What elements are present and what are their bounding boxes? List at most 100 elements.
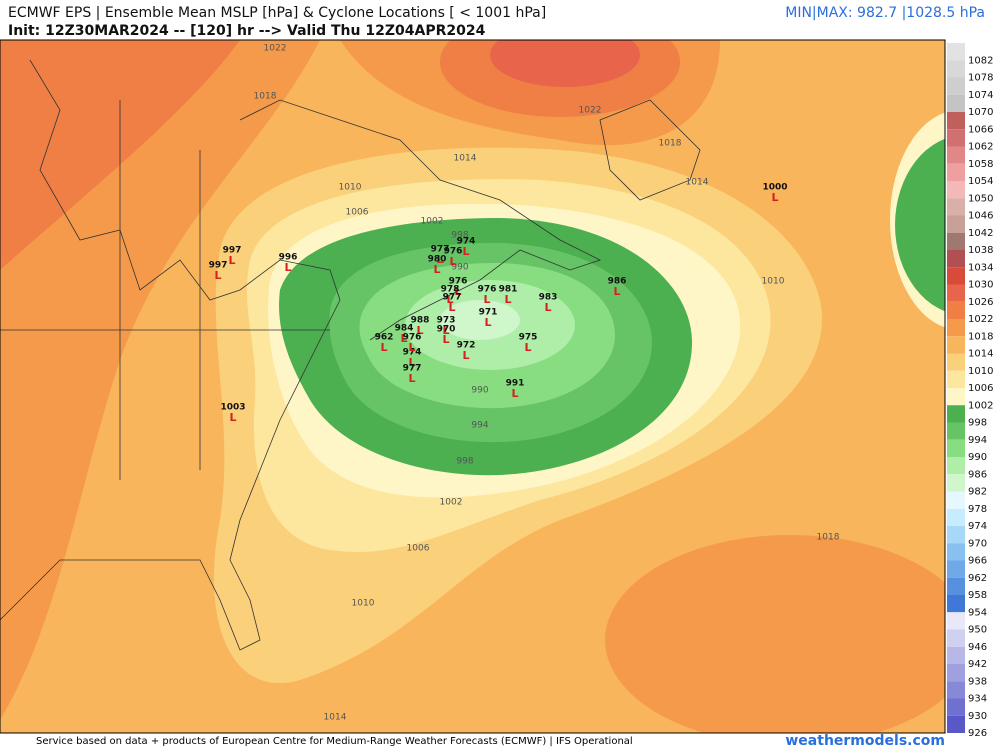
field-1018 xyxy=(0,40,320,720)
cyclone-marker: L xyxy=(408,356,415,369)
colorbar-label: 1002 xyxy=(968,400,993,411)
colorbar-label: 1006 xyxy=(968,383,993,394)
colorbar-label: 1038 xyxy=(968,245,993,256)
colorbar-label: 990 xyxy=(968,452,987,463)
cyclone-marker: L xyxy=(416,324,423,337)
colorbar-swatch xyxy=(947,491,965,509)
colorbar-label: 930 xyxy=(968,711,987,722)
colorbar-label: 954 xyxy=(968,607,987,618)
cyclone-value: 975 xyxy=(519,333,538,343)
contour-label: 1022 xyxy=(264,44,287,54)
field-1018 xyxy=(605,535,945,733)
cyclone-value: 976 xyxy=(403,333,422,343)
cyclone-value: 1003 xyxy=(220,403,245,413)
cyclone-marker: L xyxy=(284,261,291,274)
colorbar-label: 1058 xyxy=(968,159,993,170)
contour-label: 1006 xyxy=(346,208,369,218)
colorbar-swatch xyxy=(947,698,965,716)
colorbar-label: 1030 xyxy=(968,280,993,291)
cyclone-value: 974 xyxy=(457,237,476,247)
cyclone-value: 974 xyxy=(403,348,422,358)
cyclone-marker: L xyxy=(771,191,778,204)
contour-label: 1010 xyxy=(352,599,375,609)
contour-label: 1010 xyxy=(339,183,362,193)
colorbar-swatch xyxy=(947,198,965,216)
colorbar-swatch xyxy=(947,353,965,371)
contour-label: 1002 xyxy=(421,217,444,227)
colorbar-label: 1018 xyxy=(968,331,993,342)
cyclone-marker: L xyxy=(544,301,551,314)
cyclone-marker: L xyxy=(483,293,490,306)
cyclone-value: 976 xyxy=(449,277,468,287)
colorbar-label: 1046 xyxy=(968,211,993,222)
cyclone-value: 977 xyxy=(403,364,422,374)
cyclone-value: 997 xyxy=(223,246,242,256)
cyclone-marker: L xyxy=(462,245,469,258)
cyclone-value: 962 xyxy=(375,333,394,343)
cyclone-marker: L xyxy=(454,285,461,298)
cyclone-value: 972 xyxy=(457,341,476,351)
colorbar-swatch xyxy=(947,284,965,302)
cyclone-marker: L xyxy=(484,316,491,329)
colorbar-swatch xyxy=(947,232,965,250)
colorbar-label: 926 xyxy=(968,728,987,739)
cyclone-value: 986 xyxy=(608,277,627,287)
colorbar-swatch xyxy=(947,250,965,268)
colorbar-label: 938 xyxy=(968,676,987,687)
colorbar-label: 998 xyxy=(968,418,987,429)
cyclone-value: 970 xyxy=(437,325,456,335)
cyclone-marker: L xyxy=(511,387,518,400)
cyclone-value: 976 xyxy=(444,247,463,257)
field-1026 xyxy=(490,40,640,87)
contour-label: 990 xyxy=(471,386,488,396)
contour-label: 998 xyxy=(456,457,473,467)
cyclone-value: 980 xyxy=(428,255,447,265)
colorbar-swatch xyxy=(947,94,965,112)
cyclone-marker: L xyxy=(449,255,456,268)
colorbar-swatch xyxy=(947,612,965,630)
cyclone-marker: L xyxy=(442,333,449,346)
cyclone-marker: L xyxy=(613,285,620,298)
cyclone-marker: L xyxy=(504,293,511,306)
title: ECMWF EPS | Ensemble Mean MSLP [hPa] & C… xyxy=(8,5,546,21)
colorbar-label: 934 xyxy=(968,694,987,705)
colorbar-label: 1010 xyxy=(968,366,993,377)
colorbar-swatch xyxy=(947,715,965,733)
colorbar-swatch xyxy=(947,646,965,664)
colorbar-label: 958 xyxy=(968,590,987,601)
colorbar-label: 966 xyxy=(968,556,987,567)
colorbar-swatch xyxy=(947,129,965,147)
cyclone-value: 977 xyxy=(443,293,462,303)
colorbar-label: 1034 xyxy=(968,262,993,273)
colorbar-swatch xyxy=(947,43,965,61)
cyclone-marker: L xyxy=(436,253,443,266)
colorbar-swatch xyxy=(947,215,965,233)
contour-label: 998 xyxy=(451,231,468,241)
cyclone-marker: L xyxy=(442,324,449,337)
contour-label: 994 xyxy=(471,421,488,431)
cyclone-value: 984 xyxy=(395,324,414,334)
colorbar-swatch xyxy=(947,77,965,95)
colorbar-label: 946 xyxy=(968,642,987,653)
colorbar-label: 950 xyxy=(968,625,987,636)
colorbar-swatch xyxy=(947,267,965,285)
colorbar-swatch xyxy=(947,370,965,388)
colorbar-label: 1054 xyxy=(968,176,993,187)
map: 1022 1018 1022 1014 1010 1006 1002 998 990 1018 10… xyxy=(0,40,945,733)
contour-label: 1018 xyxy=(817,533,840,543)
cyclone-marker: L xyxy=(408,341,415,354)
colorbar-swatch xyxy=(947,629,965,647)
cyclone-marker: L xyxy=(400,332,407,345)
cyclone-marker: L xyxy=(446,293,453,306)
cyclone-value: 991 xyxy=(506,379,525,389)
contour-label: 1018 xyxy=(659,139,682,149)
cyclone-value: 976 xyxy=(478,285,497,295)
coastlines xyxy=(0,59,701,651)
colorbar-swatch xyxy=(947,336,965,354)
subtitle: Init: 12Z30MAR2024 -- [120] hr --> Valid… xyxy=(8,23,486,39)
cyclone-value: 977 xyxy=(431,245,450,255)
colorbar-swatch xyxy=(947,681,965,699)
colorbar-swatch xyxy=(947,405,965,423)
credit: Service based on data + products of Euro… xyxy=(36,736,633,747)
colorbar-swatch xyxy=(947,439,965,457)
